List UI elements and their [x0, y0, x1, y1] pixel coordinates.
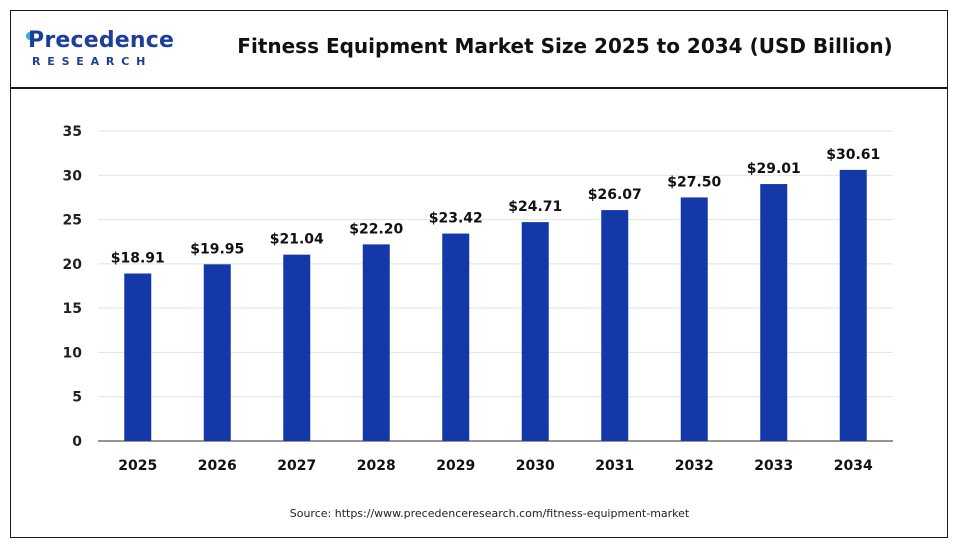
data-label: $18.91	[111, 251, 165, 267]
y-tick-label: 35	[63, 124, 82, 140]
x-tick-label: 2025	[118, 458, 157, 474]
bar	[283, 254, 311, 441]
bar	[601, 210, 629, 441]
bar	[124, 273, 152, 441]
data-label: $19.95	[190, 241, 244, 257]
logo-subtitle: RESEARCH	[32, 55, 153, 68]
x-tick-label: 2029	[436, 458, 475, 474]
data-label: $23.42	[429, 211, 483, 227]
x-tick-label: 2028	[357, 458, 396, 474]
y-tick-label: 30	[63, 168, 83, 184]
data-label: $24.71	[508, 199, 562, 215]
x-tick-label: 2031	[595, 458, 634, 474]
data-label: $26.07	[588, 187, 642, 203]
bar	[203, 264, 231, 441]
x-tick-label: 2027	[277, 458, 316, 474]
x-tick-label: 2030	[516, 458, 555, 474]
y-tick-label: 5	[72, 390, 82, 406]
data-label: $27.50	[667, 174, 721, 190]
x-tick-label: 2032	[675, 458, 714, 474]
x-tick-label: 2026	[198, 458, 237, 474]
data-label: $21.04	[270, 232, 324, 248]
chart-frame	[10, 10, 948, 538]
header-divider	[10, 87, 948, 89]
y-tick-label: 10	[63, 345, 83, 361]
brand-logo: Precedence RESEARCH	[26, 28, 174, 74]
bar	[442, 233, 470, 441]
y-tick-label: 20	[63, 257, 83, 273]
bar	[521, 222, 549, 441]
bar	[362, 244, 390, 441]
y-tick-label: 15	[63, 301, 82, 317]
bar	[680, 197, 708, 441]
x-tick-label: 2034	[834, 458, 873, 474]
data-label: $30.61	[826, 147, 880, 163]
data-label: $29.01	[747, 161, 801, 177]
logo-wordmark: Precedence	[28, 28, 175, 53]
logo-mark-icon	[26, 32, 34, 40]
chart-title: Fitness Equipment Market Size 2025 to 20…	[237, 34, 893, 58]
y-tick-label: 25	[63, 213, 82, 229]
source-note: Source: https://www.precedenceresearch.c…	[289, 507, 690, 520]
y-tick-label: 0	[72, 434, 82, 450]
bar	[760, 184, 788, 441]
x-tick-label: 2033	[754, 458, 793, 474]
data-label: $22.20	[349, 221, 403, 237]
bar	[839, 169, 867, 441]
